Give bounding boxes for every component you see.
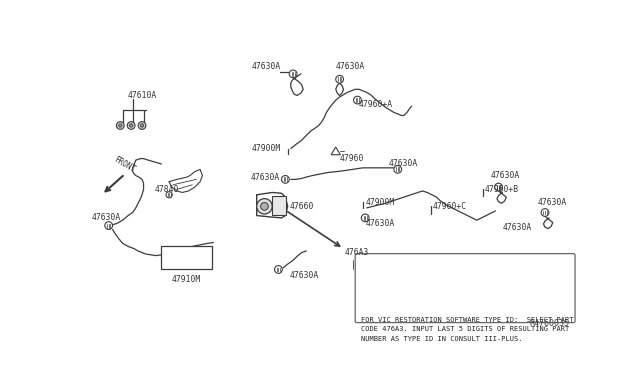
Text: 47900M: 47900M (252, 144, 282, 153)
Circle shape (138, 122, 146, 129)
Text: 47900M: 47900M (365, 198, 394, 207)
Text: 47960+C: 47960+C (433, 202, 467, 211)
Bar (161, 246, 212, 269)
Text: 47610A: 47610A (128, 91, 157, 100)
Text: FOR VIC RESTORATION SOFTWARE TYPE ID:  SELECT PART
CODE 476A3. INPUT LAST 5 DIGI: FOR VIC RESTORATION SOFTWARE TYPE ID: SE… (362, 317, 574, 342)
Text: FRONT: FRONT (113, 155, 137, 174)
Text: 47630A: 47630A (388, 160, 418, 169)
Circle shape (541, 209, 549, 217)
Text: 47910M: 47910M (172, 275, 201, 284)
Text: 47960: 47960 (340, 154, 364, 163)
Text: 47630A: 47630A (252, 62, 282, 71)
Text: 47630A: 47630A (502, 224, 532, 232)
Circle shape (118, 124, 122, 127)
Text: 47630A: 47630A (491, 171, 520, 180)
Text: 47630A: 47630A (537, 198, 566, 207)
Circle shape (127, 122, 135, 129)
Text: 47630A: 47630A (250, 173, 280, 182)
Circle shape (495, 183, 502, 191)
Circle shape (116, 122, 124, 129)
Circle shape (394, 166, 402, 173)
Text: 47660: 47660 (289, 202, 314, 211)
Text: 47630A: 47630A (365, 219, 394, 228)
Text: 47960+B: 47960+B (484, 185, 518, 194)
Circle shape (336, 76, 344, 83)
Text: 47960+A: 47960+A (359, 100, 393, 109)
Circle shape (282, 176, 289, 183)
Text: 47630A: 47630A (92, 214, 121, 222)
FancyBboxPatch shape (355, 254, 575, 323)
Circle shape (105, 222, 113, 230)
Text: 47630A: 47630A (289, 271, 319, 280)
Circle shape (166, 192, 172, 198)
Circle shape (362, 214, 369, 222)
Circle shape (140, 124, 144, 127)
Circle shape (289, 70, 297, 78)
Circle shape (257, 199, 272, 214)
Circle shape (260, 202, 268, 210)
Text: 47840: 47840 (154, 185, 179, 194)
Text: 476A3: 476A3 (345, 248, 369, 257)
Bar (272, 196, 286, 215)
Text: R4760035: R4760035 (529, 319, 570, 328)
Circle shape (129, 124, 133, 127)
Circle shape (275, 266, 282, 273)
Circle shape (353, 96, 362, 104)
Text: 47630A: 47630A (336, 62, 365, 71)
